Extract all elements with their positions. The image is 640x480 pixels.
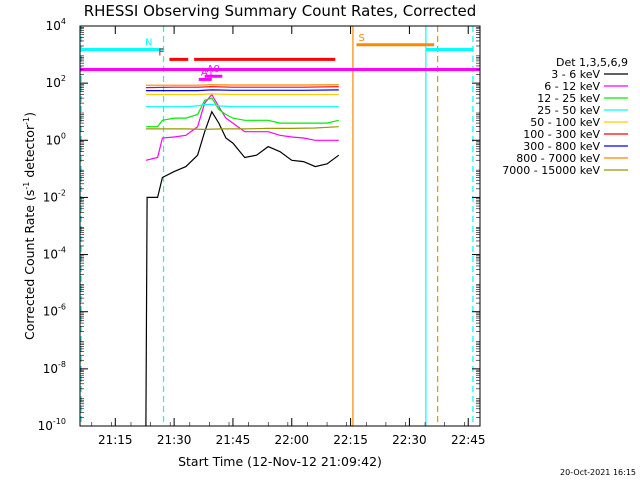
- series-group: [145, 84, 340, 427]
- state-bar-label-6: A1: [201, 67, 214, 78]
- x-tick-label-1: 21:30: [157, 433, 192, 447]
- state-bar-label-1: N: [145, 38, 152, 49]
- legend-label-1: 6 - 12 keV: [544, 80, 600, 93]
- legend-label-5: 100 - 300 keV: [523, 128, 600, 141]
- series-line-6: [145, 89, 339, 92]
- y-tick-label-6: 10-8: [43, 360, 66, 376]
- legend-label-4: 50 - 100 keV: [530, 116, 600, 129]
- state-bar-label-7: A0: [207, 64, 220, 75]
- x-tick-label-3: 22:00: [274, 433, 309, 447]
- y-tick-label-3: 10-2: [43, 188, 66, 204]
- legend-label-6: 300 - 800 keV: [523, 140, 600, 153]
- y-axis-label: Corrected Count Rate (s-1 detector-1): [22, 112, 37, 340]
- x-axis-label: Start Time (12-Nov-12 21:09:42): [178, 454, 382, 469]
- series-line-4: [145, 93, 339, 96]
- series-line-2: [145, 97, 339, 128]
- series-line-5: [145, 86, 339, 89]
- x-tick-label-5: 22:30: [392, 433, 427, 447]
- x-tick-label-6: 22:45: [451, 433, 486, 447]
- y-tick-label-4: 10-4: [43, 246, 66, 262]
- y-tick-label-1: 102: [46, 74, 66, 90]
- series-line-7: [145, 84, 339, 86]
- y-tick-label-5: 10-6: [43, 303, 66, 319]
- x-tick-label-4: 22:15: [333, 433, 368, 447]
- legend-title: Det 1,3,5,6,9: [556, 56, 628, 69]
- series-line-3: [145, 103, 339, 108]
- y-tick-label-7: 10-10: [38, 417, 66, 433]
- chart-title: RHESSI Observing Summary Count Rates, Co…: [84, 2, 477, 20]
- legend-label-8: 7000 - 15000 keV: [502, 164, 600, 177]
- legend-label-3: 25 - 50 keV: [537, 104, 600, 117]
- series-line-0: [145, 110, 340, 427]
- state-bar-label-3: S: [358, 33, 364, 44]
- series-line-1: [145, 93, 339, 161]
- x-tick-label-0: 21:15: [98, 433, 133, 447]
- x-tick-label-2: 21:45: [216, 433, 251, 447]
- y-tick-label-0: 104: [46, 17, 66, 33]
- legend-label-0: 3 - 6 keV: [551, 68, 600, 81]
- state-bar-label-4: F: [158, 47, 164, 58]
- footer-date: 20-Oct-2021 16:15: [560, 468, 636, 477]
- series-line-8: [145, 126, 339, 131]
- plot-frame: [79, 25, 481, 427]
- axis-ticks: 21:15 21:30 21:45 22:00 22:15 22:30 22:45 104 10…: [38, 17, 486, 447]
- vertical-markers: [80, 26, 474, 426]
- legend-label-7: 800 - 7000 keV: [516, 152, 600, 165]
- y-tick-label-2: 100: [46, 131, 66, 147]
- legend-label-2: 12 - 25 keV: [537, 92, 600, 105]
